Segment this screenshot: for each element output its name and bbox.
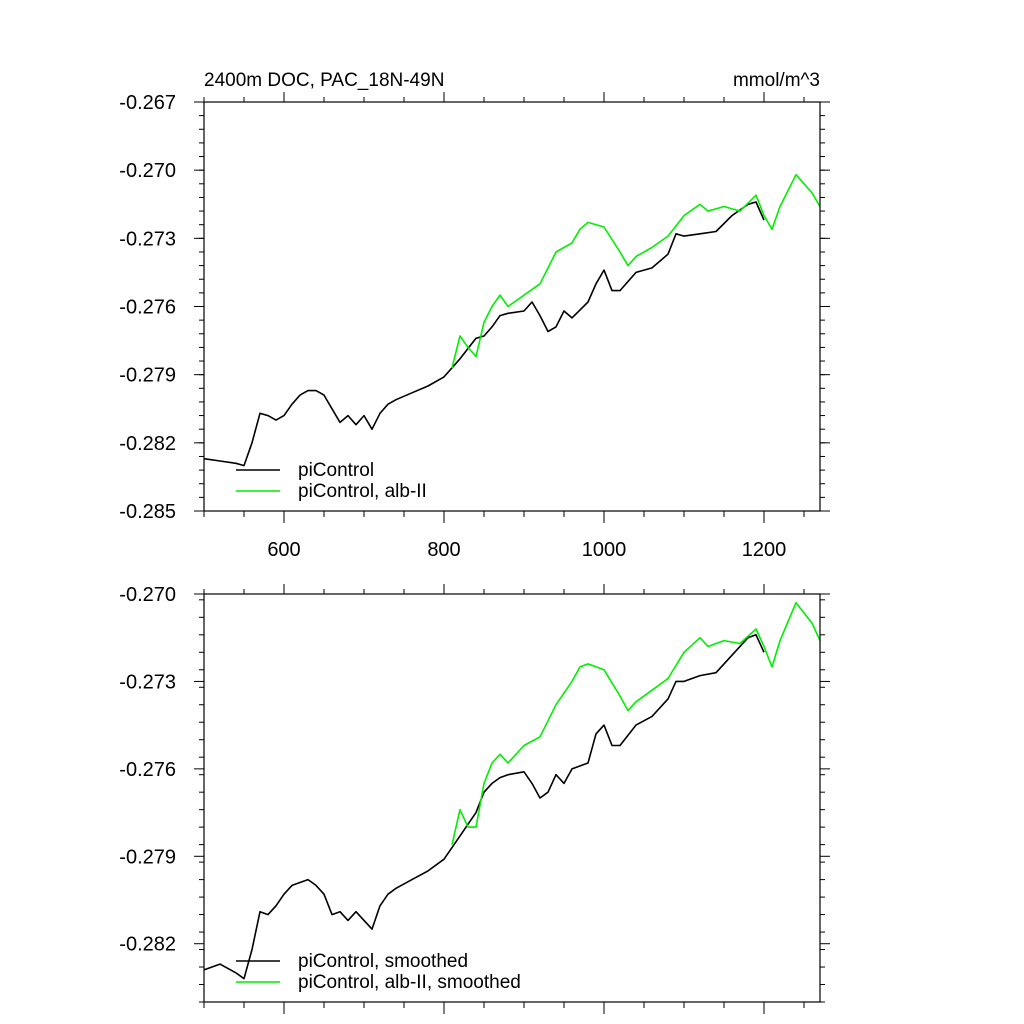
axis-layer: -0.270 -0.273 -0.276 -0.279 -0.282 — [119, 584, 830, 1014]
legend-label-picontrol: piControl — [298, 460, 374, 481]
y-tick-label: -0.285 — [119, 501, 176, 523]
series-layer — [203, 173, 821, 467]
plot-frame — [203, 101, 821, 512]
series-line-picontrol-alb-ii — [451, 173, 821, 369]
chart-panel-bottom: -0.270 -0.273 -0.276 -0.279 -0.282 piControl… — [119, 584, 830, 1014]
y-tick-label: -0.282 — [119, 934, 176, 956]
legend-label-picontrol-smoothed: piControl, smoothed — [298, 951, 468, 972]
axis-layer: 600 800 1000 1200 -0.267 -0.270 -0.273 -0.276 -0… — [119, 92, 830, 561]
y-tick-label: -0.270 — [119, 160, 176, 182]
series-layer — [203, 601, 821, 980]
y-tick-label: -0.273 — [119, 671, 176, 693]
y-tick-label: -0.282 — [119, 433, 176, 455]
series-line-picontrol — [203, 201, 765, 467]
units-label: mmol/m^3 — [733, 70, 820, 91]
x-tick-label: 800 — [427, 539, 460, 561]
chart-title: 2400m DOC, PAC_18N-49N — [204, 70, 444, 91]
series-line-picontrol-alb-ii-smoothed — [451, 601, 821, 845]
y-tick-label: -0.270 — [119, 584, 176, 606]
legend: piControl, smoothed piControl, alb-II, s… — [236, 951, 521, 993]
chart-panel-top: 2400m DOC, PAC_18N-49N mmol/m^3 600 800 10… — [119, 70, 830, 561]
x-tick-label: 600 — [267, 539, 300, 561]
plot-frame — [203, 593, 821, 1003]
y-tick-label: -0.276 — [119, 759, 176, 781]
legend: piControl piControl, alb-II — [236, 460, 427, 502]
y-tick-label: -0.279 — [119, 365, 176, 387]
y-tick-label: -0.267 — [119, 92, 176, 114]
y-tick-label: -0.276 — [119, 297, 176, 319]
legend-label-alb-ii-smoothed: piControl, alb-II, smoothed — [298, 972, 521, 993]
series-line-picontrol-smoothed — [203, 634, 765, 980]
y-tick-label: -0.279 — [119, 846, 176, 868]
x-tick-label: 1000 — [582, 539, 627, 561]
y-tick-label: -0.273 — [119, 228, 176, 250]
legend-label-alb-ii: piControl, alb-II — [298, 481, 427, 502]
x-tick-label: 1200 — [742, 539, 787, 561]
